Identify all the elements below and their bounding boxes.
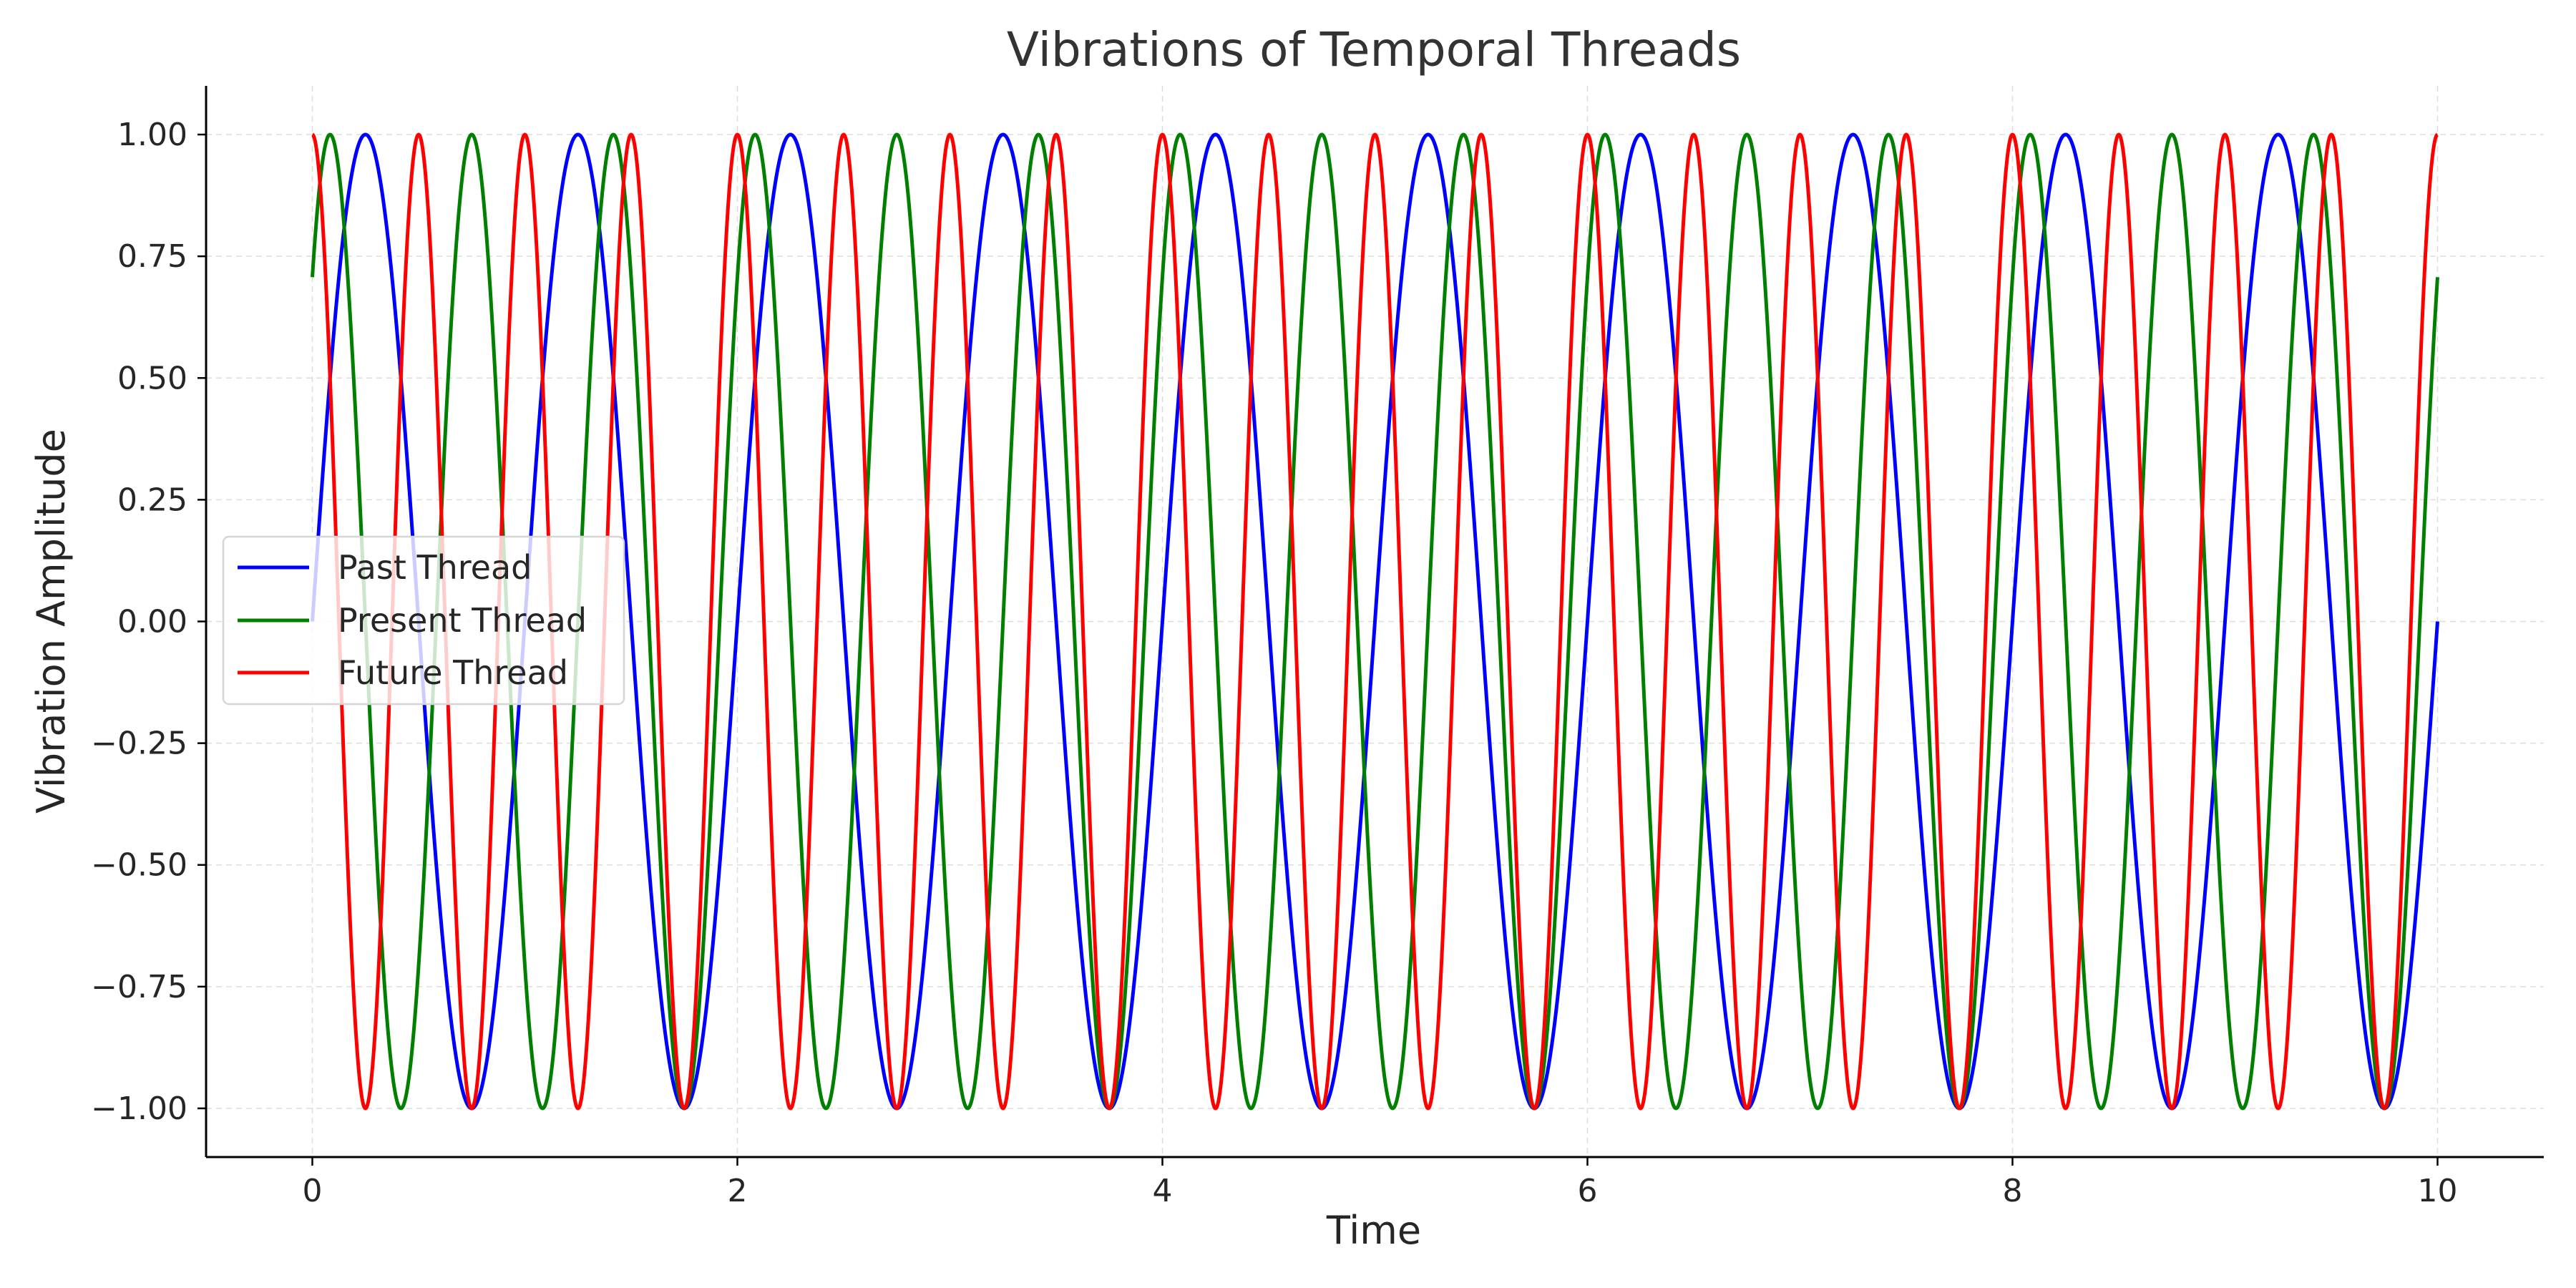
x-tick-label: 2 bbox=[728, 1173, 748, 1209]
y-tick-label: −0.50 bbox=[91, 847, 187, 884]
legend-label-future-thread: Future Thread bbox=[338, 653, 568, 692]
y-tick-label: 1.00 bbox=[117, 117, 187, 153]
legend-label-past-thread: Past Thread bbox=[338, 548, 532, 587]
y-axis-label: Vibration Amplitude bbox=[29, 429, 74, 814]
y-tick-label: −0.25 bbox=[91, 726, 187, 762]
y-tick-label: −0.75 bbox=[91, 969, 187, 1005]
y-tick-label: 0.75 bbox=[117, 238, 187, 275]
x-tick-label: 4 bbox=[1153, 1173, 1173, 1209]
legend-frame bbox=[222, 535, 625, 706]
x-tick-label: 8 bbox=[2003, 1173, 2023, 1209]
x-tick-label: 10 bbox=[2418, 1173, 2458, 1209]
legend: Past Thread Present Thread Future Thread bbox=[222, 535, 625, 706]
x-tick-label: 0 bbox=[303, 1173, 323, 1209]
series-line-past-thread bbox=[311, 132, 2439, 1111]
chart-title: Vibrations of Temporal Threads bbox=[1007, 22, 1741, 77]
y-tick-label: −1.00 bbox=[91, 1091, 187, 1127]
series-line-present-thread bbox=[311, 132, 2439, 1111]
y-ticks: −1.00 −0.75 −0.50 −0.25 0.00 0.25 0.50 0.75 1.00 bbox=[91, 117, 206, 1127]
series-layer bbox=[311, 132, 2439, 1111]
legend-label-present-thread: Present Thread bbox=[338, 601, 587, 640]
y-tick-label: 0.25 bbox=[117, 482, 187, 518]
y-tick-label: 0.50 bbox=[117, 360, 187, 396]
y-tick-label: 0.00 bbox=[117, 604, 187, 640]
x-ticks: 0 2 4 6 8 10 bbox=[303, 1157, 2458, 1209]
x-axis-label: Time bbox=[1326, 1208, 1421, 1253]
series-line-future-thread bbox=[311, 132, 2439, 1111]
x-tick-label: 6 bbox=[1578, 1173, 1598, 1209]
